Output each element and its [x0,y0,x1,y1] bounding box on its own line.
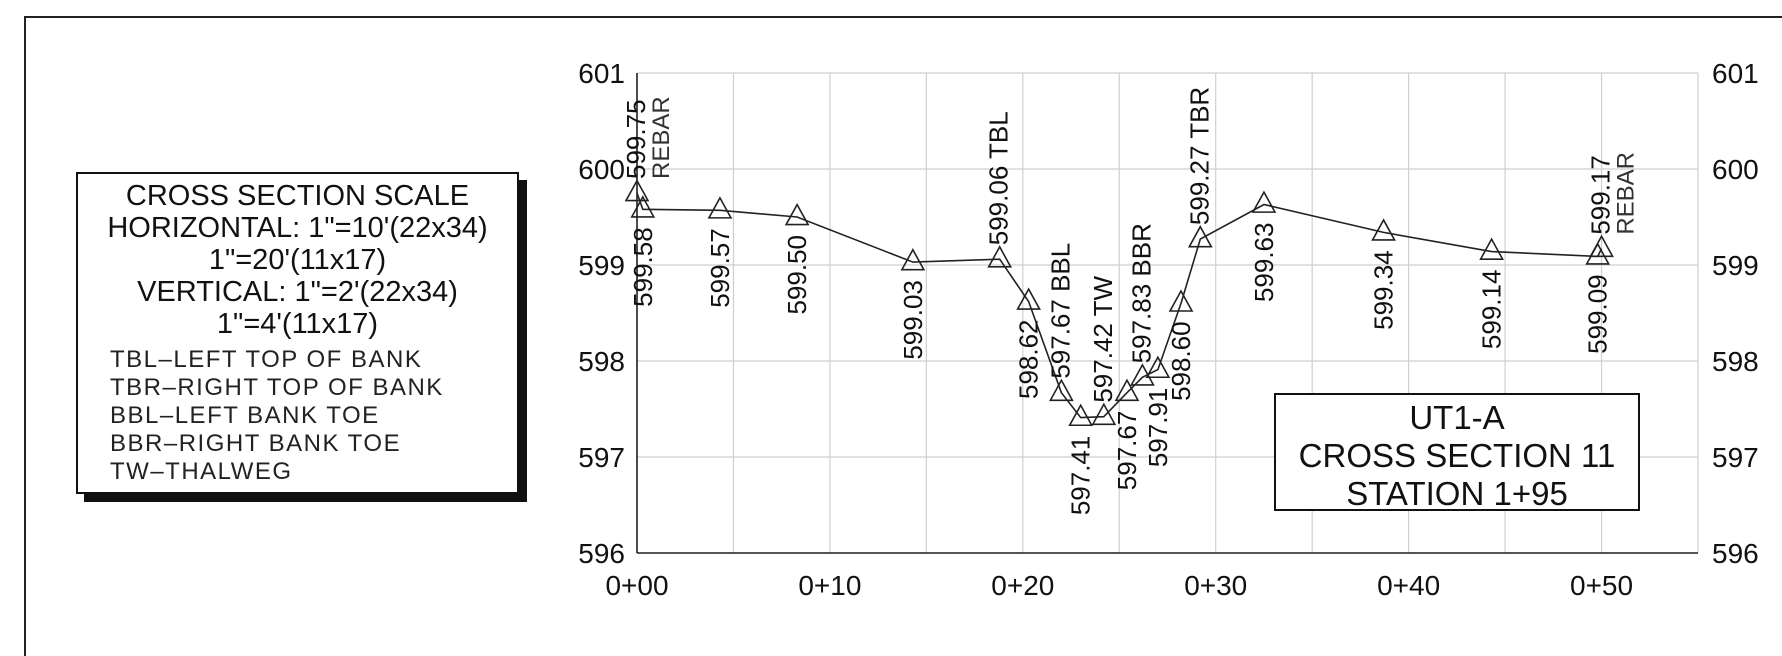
rebar-note: REBAR [1613,152,1640,235]
point-label-below: 597.67 [1112,411,1142,491]
point-label-below: 598.60 [1166,321,1196,401]
triangle-marker [1145,355,1171,379]
y-tick-label-left: 599 [578,250,625,281]
point-label-below: 597.41 [1066,436,1096,516]
triangle-marker [900,248,926,271]
triangle-marker [987,245,1013,268]
point-label-below: 599.14 [1477,270,1507,350]
triangle-marker [1016,287,1041,310]
reach-name: UT1-A [1409,399,1505,436]
vertical-scale-alt: 1"=4'(11x17) [216,308,379,340]
y-tick-label-right: 601 [1712,58,1759,89]
triangle-marker [1371,218,1396,241]
section-title-box: UT1-A CROSS SECTION 11 STATION 1+95 [1274,393,1640,512]
survey-points [624,178,1614,427]
point-label-above: 597.67 BBL [1045,243,1075,379]
axes: 596 596 597 597 598 598 599 599 600 600 601 601 0+00… [578,58,1758,601]
x-tick-label: 0+50 [1570,570,1633,601]
point-label-below: 599.57 [705,228,735,308]
scale-title: CROSS SECTION SCALE [125,180,470,212]
y-tick-label-left: 600 [578,154,625,185]
y-tick-label-right: 600 [1712,154,1759,185]
profile-line [636,192,1603,419]
x-tick-label: 0+40 [1377,570,1440,601]
x-tick-label: 0+10 [798,570,861,601]
y-tick-label-left: 598 [578,346,625,377]
point-label-below: 599.03 [898,280,928,360]
point-label-above: 599.17 [1586,155,1616,235]
y-tick-label-right: 599 [1712,250,1759,281]
triangle-marker [1168,289,1194,312]
cross-section-chart: 596 596 597 597 598 598 599 599 600 600 601 601 0+00… [578,58,1758,601]
x-tick-label: 0+20 [991,570,1054,601]
triangle-marker [1114,378,1140,402]
point-label-above: 599.75 [621,99,651,179]
y-tick-label-left: 596 [578,538,625,569]
rebar-note: REBAR [648,96,675,179]
x-tick-label: 0+30 [1184,570,1247,601]
y-tick-label-left: 597 [578,442,625,473]
triangle-marker [1091,402,1117,426]
profile-polyline [636,192,1603,419]
point-label-below: 599.34 [1369,250,1399,330]
triangle-marker [630,195,656,218]
point-label-below: 598.62 [1014,319,1044,399]
point-label-below: 597.91 [1143,388,1173,468]
y-tick-label-right: 596 [1712,538,1759,569]
triangle-marker [624,178,650,202]
point-label-below: 599.09 [1583,274,1613,354]
point-label-below: 599.50 [782,235,812,315]
triangle-marker [1251,190,1277,213]
abbreviation-tbr: TBR–RIGHT TOP OF BANK [110,374,444,401]
triangle-marker [1585,242,1611,265]
scale-legend-box: CROSS SECTION SCALE HORIZONTAL: 1"=10'(2… [76,172,519,494]
point-label-above: 597.83 BBR [1126,223,1156,363]
vertical-scale: VERTICAL: 1"=2'(22x34) [137,276,458,308]
sheet-border [24,16,1782,656]
point-label-above: 599.27 TBR [1184,87,1214,225]
triangle-marker [1187,225,1213,248]
abbreviation-bbl: BBL–LEFT BANK TOE [110,402,380,429]
x-tick-label: 0+00 [605,570,668,601]
y-tick-label-left: 601 [578,58,625,89]
abbreviation-bbr: BBR–RIGHT BANK TOE [110,430,402,457]
y-tick-label-right: 598 [1712,346,1759,377]
abbreviation-tw: TW–THALWEG [110,458,293,485]
triangle-marker [784,202,810,226]
point-label-below: 599.63 [1249,223,1279,303]
point-label-above: 599.06 TBL [984,111,1014,245]
horizontal-scale: HORIZONTAL: 1"=10'(22x34) [107,212,488,244]
station-label: STATION 1+95 [1346,475,1568,512]
drawing-sheet: CROSS SECTION SCALE HORIZONTAL: 1"=10'(2… [24,16,1782,656]
point-label-above: 597.42 TW [1088,276,1118,403]
horizontal-scale-alt: 1"=20'(11x17) [208,244,387,276]
triangle-marker [1049,378,1074,402]
triangle-marker [707,196,733,219]
triangle-marker [1479,237,1504,260]
triangle-marker [1589,234,1614,258]
triangle-marker [1130,363,1155,386]
triangle-marker [1068,403,1094,427]
abbreviation-tbl: TBL–LEFT TOP OF BANK [110,346,423,373]
y-tick-label-right: 597 [1712,442,1759,473]
point-label-below: 599.58 [628,227,658,307]
cross-section-number: CROSS SECTION 11 [1298,437,1616,474]
